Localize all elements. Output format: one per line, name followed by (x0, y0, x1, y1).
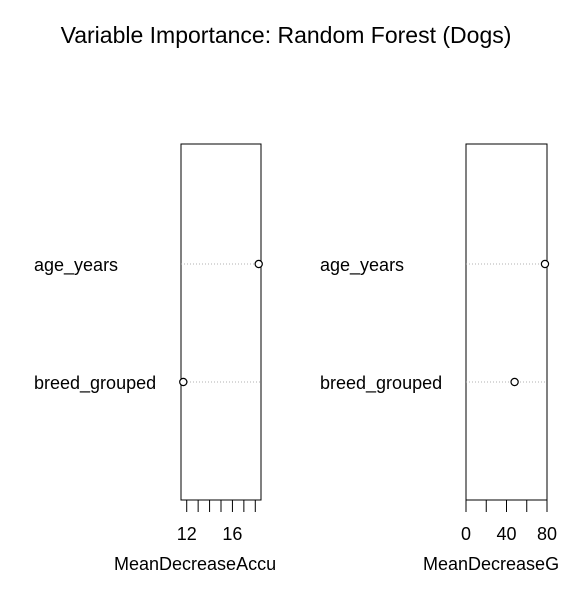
panel-1-x-axis-label: MeanDecreaseAccu (114, 554, 276, 574)
panel-1-tick-label: 16 (222, 524, 242, 544)
panel-2-point-breed_grouped (510, 377, 519, 387)
panel-1-box (180, 143, 262, 501)
panel-2-point-age_years (540, 259, 550, 269)
panel-2-box (465, 143, 548, 501)
panel-2-tick-label: 80 (537, 524, 557, 544)
panel-2-tick-label: 40 (496, 524, 516, 544)
panel-1-category-label: age_years (34, 255, 118, 276)
chart-title: Variable Importance: Random Forest (Dogs… (60, 22, 512, 48)
panel-2-x-axis-label: MeanDecreaseG (423, 554, 559, 574)
panel-2-category-label: breed_grouped (320, 373, 442, 394)
panel-1-tick-label: 12 (177, 524, 197, 544)
panel-1-category-label: breed_grouped (34, 373, 156, 394)
panel-2-category-label: age_years (320, 255, 404, 276)
panel-1-point-age_years (254, 259, 263, 269)
panel-1-point-breed_grouped (179, 377, 188, 387)
panel-2-tick-label: 0 (461, 524, 471, 544)
